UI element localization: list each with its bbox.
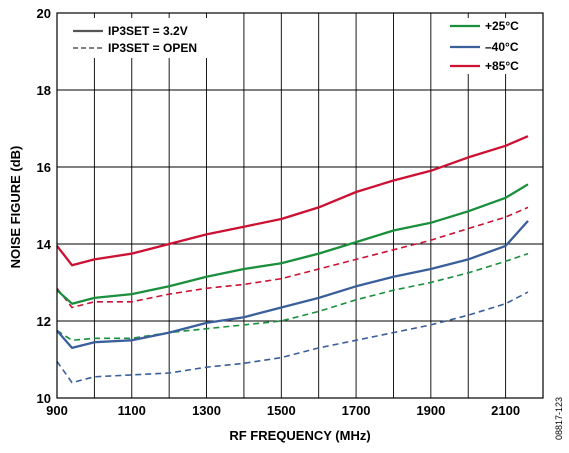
y-tick-label: 16 <box>37 160 51 175</box>
series-line-40C-dashed <box>56 291 529 384</box>
series-layer <box>56 135 529 384</box>
x-tick-label: 900 <box>46 403 68 418</box>
x-tick-labels: 900 1100 1300 1500 1700 1900 2100 <box>46 403 520 418</box>
y-tick-label: 10 <box>37 391 51 406</box>
x-axis-title: RF FREQUENCY (MHz) <box>229 428 370 443</box>
y-tick-labels: 10 12 14 16 18 20 <box>37 6 52 406</box>
y-tick-label: 20 <box>37 6 51 21</box>
legend-25c-label: +25°C <box>485 19 519 33</box>
series-line-85C-solid <box>56 135 529 267</box>
legend-solid-label: IP3SET = 3.2V <box>108 24 188 38</box>
x-tick-label: 1900 <box>416 403 445 418</box>
series-line-25C-dashed <box>56 252 529 342</box>
figure-id: 08817-123 <box>554 397 564 440</box>
y-tick-label: 18 <box>37 83 51 98</box>
series-line-25C-solid <box>56 183 529 305</box>
plot-frame <box>56 12 544 399</box>
x-tick-label: 1100 <box>118 403 146 418</box>
y-tick-label: 14 <box>37 237 52 252</box>
legend-dashed-label: IP3SET = OPEN <box>108 41 197 55</box>
x-tick-label: 1700 <box>342 403 371 418</box>
style-legend-bg <box>67 18 237 58</box>
x-tick-label: 2100 <box>491 403 520 418</box>
y-axis-title: NOISE FIGURE (dB) <box>8 146 23 269</box>
y-tick-label: 12 <box>37 314 51 329</box>
legend-minus40c-label: –40°C <box>485 40 519 54</box>
x-tick-label: 1500 <box>267 403 296 418</box>
style-legend: IP3SET = 3.2V IP3SET = OPEN <box>67 18 237 58</box>
series-line-40C-solid <box>56 220 529 350</box>
x-tick-label: 1300 <box>192 403 221 418</box>
legend-85c-label: +85°C <box>485 59 519 73</box>
temperature-legend: +25°C –40°C +85°C <box>446 18 538 74</box>
series-line-85C-dashed <box>56 206 529 309</box>
